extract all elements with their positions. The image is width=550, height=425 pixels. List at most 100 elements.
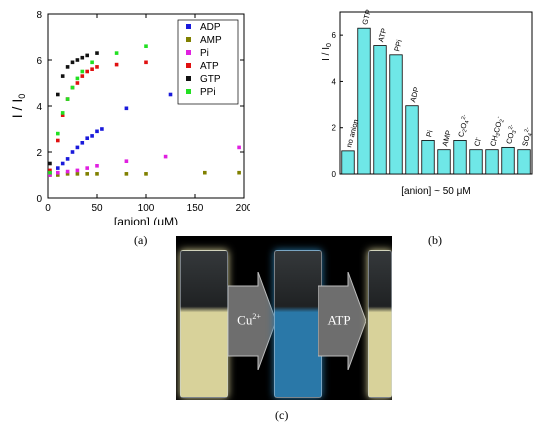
y-tick-label: 2	[332, 124, 337, 133]
point-ppi	[56, 131, 60, 136]
bar-label: ADP	[408, 86, 421, 103]
legend-label-pi: Pi	[200, 48, 209, 59]
bar-label: C2O42-	[456, 114, 472, 138]
point-adp	[65, 157, 70, 161]
y-tick-label: 6	[36, 56, 42, 67]
bar-label: Pi	[424, 129, 435, 138]
y-tick-label: 6	[332, 31, 337, 40]
point-gtp	[65, 65, 70, 69]
point-gtp	[56, 92, 60, 97]
point-pi	[65, 169, 70, 174]
point-pi	[95, 164, 99, 168]
x-axis-label: [anion] (μM)	[114, 215, 178, 225]
legend-marker-gtp	[186, 76, 191, 81]
point-amp	[75, 172, 80, 176]
bar-ppi	[389, 54, 403, 175]
point-atp	[48, 168, 52, 173]
bar-cl-	[469, 149, 483, 175]
bar-so42-	[517, 149, 531, 175]
x-tick-label: 50	[91, 203, 103, 214]
y-axis-label: I / I0	[9, 94, 27, 118]
point-amp	[124, 172, 129, 176]
point-amp	[237, 170, 241, 175]
point-atp	[144, 60, 148, 65]
point-gtp	[48, 161, 52, 166]
y-axis-label: I / I0	[321, 43, 333, 61]
y-tick-label: 0	[36, 194, 42, 205]
point-adp	[70, 150, 75, 154]
point-adp	[168, 92, 173, 97]
bar-co32-	[501, 146, 515, 175]
point-ppi	[60, 111, 65, 115]
point-adp	[60, 161, 65, 166]
x-tick-label: 150	[187, 203, 204, 214]
point-amp	[65, 172, 70, 176]
point-adp	[75, 145, 80, 150]
legend-label-atp: ATP	[200, 61, 219, 72]
point-adp	[85, 136, 89, 140]
point-amp	[85, 172, 89, 176]
point-gtp	[75, 58, 80, 62]
x-axis-label: [anion] ~ 50 μM	[401, 186, 470, 197]
point-atp	[75, 81, 80, 85]
x-tick-label: 100	[138, 203, 155, 214]
bar-label: ATP	[376, 27, 388, 43]
point-atp	[60, 113, 65, 117]
cuvette-final	[368, 250, 392, 398]
legend-marker-amp	[186, 37, 191, 42]
bar-label: Cl-	[472, 136, 483, 147]
point-adp	[95, 129, 99, 134]
bar-atp	[373, 45, 387, 175]
legend-marker-atp	[186, 63, 191, 68]
bar-label: GTP	[360, 8, 373, 25]
cuvette-initial	[180, 250, 228, 398]
point-atp	[80, 74, 85, 78]
point-adp	[80, 141, 85, 145]
bar-label: PPi	[392, 38, 404, 52]
point-atp	[114, 62, 119, 67]
panel-label-a: (a)	[134, 233, 148, 247]
point-gtp	[95, 51, 99, 55]
panel-label-c: (c)	[275, 408, 289, 422]
point-ppi	[75, 76, 80, 81]
point-ppi	[144, 44, 148, 48]
point-gtp	[80, 55, 85, 60]
point-ppi	[48, 170, 52, 175]
bar-label: CO32-	[504, 124, 519, 145]
point-gtp	[60, 74, 65, 78]
cuvette-photo: Cu2+ ATP	[176, 236, 392, 400]
point-adp	[100, 127, 104, 131]
point-pi	[163, 154, 168, 159]
point-amp	[95, 172, 99, 176]
arrow-label-copper: Cu2+	[237, 312, 261, 328]
legend-label-gtp: GTP	[200, 74, 221, 85]
arrow-label-atp: ATP	[327, 312, 351, 328]
point-adp	[56, 166, 60, 170]
cuvette-copper	[274, 250, 322, 398]
point-ppi	[70, 85, 75, 90]
panel-label-b: (b)	[428, 233, 442, 247]
point-ppi	[114, 51, 119, 55]
point-amp	[56, 173, 60, 177]
y-tick-label: 8	[36, 10, 42, 21]
point-gtp	[85, 53, 89, 58]
point-amp	[203, 170, 207, 175]
legend-label-ppi: PPi	[200, 87, 216, 98]
point-ppi	[80, 69, 85, 74]
plot-frame	[339, 11, 533, 175]
bar-no-anion	[341, 150, 355, 175]
legend-marker-ppi	[186, 89, 191, 94]
point-atp	[95, 65, 99, 69]
y-axis-label-sub: 0	[326, 43, 333, 47]
point-atp	[56, 138, 60, 143]
y-tick-label: 0	[332, 170, 337, 179]
point-ppi	[90, 60, 94, 65]
legend-label-adp: ADP	[200, 22, 221, 33]
bar-label: CH3CO2-	[488, 116, 506, 148]
bar-gtp	[357, 27, 371, 175]
point-pi	[124, 159, 129, 163]
point-atp	[85, 69, 89, 74]
x-tick-label: 0	[45, 203, 51, 214]
y-tick-label: 2	[36, 148, 42, 159]
point-ppi	[65, 97, 70, 101]
